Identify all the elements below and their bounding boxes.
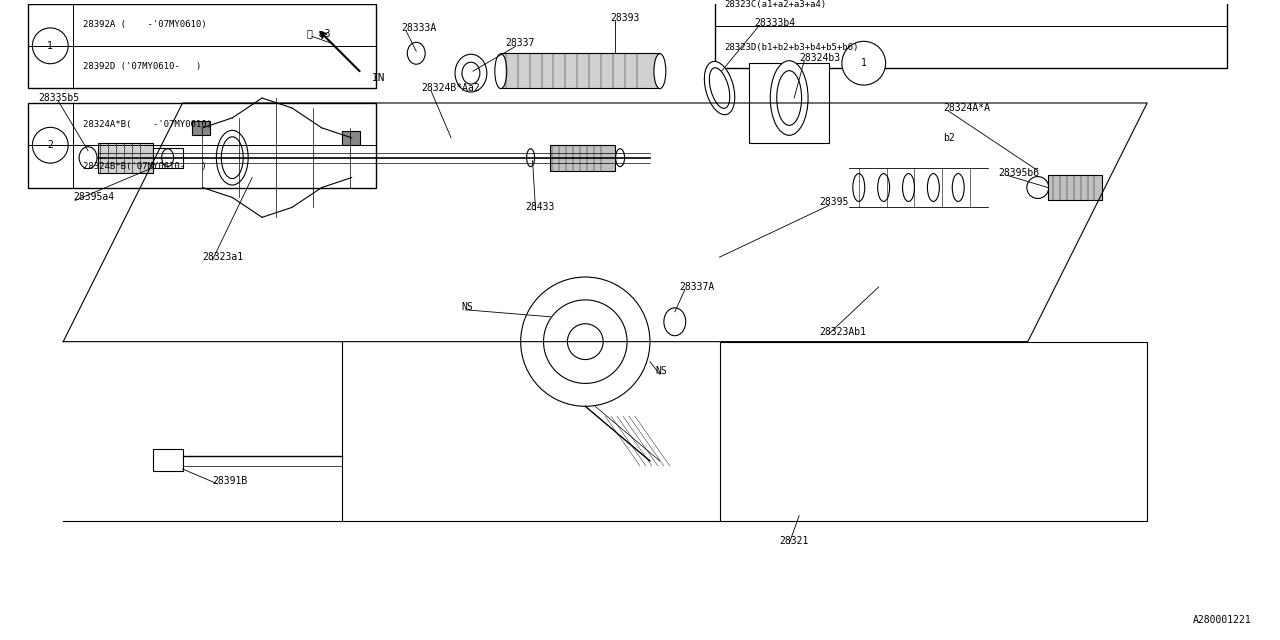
Text: 28333A: 28333A [402,24,436,33]
Ellipse shape [616,148,625,166]
Text: 28324B*Aa2: 28324B*Aa2 [421,83,480,93]
Circle shape [32,28,68,64]
Ellipse shape [902,173,914,202]
Text: b2: b2 [943,132,955,143]
Ellipse shape [654,54,666,88]
Text: 28333b4: 28333b4 [754,19,795,28]
Text: 28323Ab1: 28323Ab1 [819,326,867,337]
Text: A280001221: A280001221 [1193,615,1252,625]
Bar [28,4,376,88]
Ellipse shape [221,137,243,179]
Text: NS: NS [461,302,472,312]
Bar [1048,175,1102,200]
Bar [749,63,829,143]
Bar [99,143,152,173]
Ellipse shape [928,173,940,202]
Circle shape [842,42,886,85]
Text: 28324B*B('07MY0610-   ): 28324B*B('07MY0610- ) [83,162,207,171]
Text: 28337: 28337 [506,38,535,48]
Text: 28323a1: 28323a1 [202,252,243,262]
Ellipse shape [454,54,486,92]
Text: 28337A: 28337A [680,282,716,292]
Ellipse shape [462,62,480,84]
Text: 28324A*B(    -'07MY0610): 28324A*B( -'07MY0610) [83,120,212,129]
Bar [500,53,660,88]
Text: 28395b6: 28395b6 [998,168,1039,177]
Bar [550,145,616,171]
Text: 28392A (    -'07MY0610): 28392A ( -'07MY0610) [83,20,207,29]
Text: 1: 1 [47,41,54,51]
Ellipse shape [878,173,890,202]
Circle shape [567,324,603,360]
Ellipse shape [216,131,248,185]
Ellipse shape [161,148,174,166]
Text: 28391B: 28391B [212,476,247,486]
Text: 28395: 28395 [819,197,849,207]
Bar [342,131,360,145]
Circle shape [544,300,627,383]
Text: 28395a4: 28395a4 [73,193,114,202]
Ellipse shape [952,173,964,202]
Text: 28433: 28433 [526,202,556,212]
Bar [714,0,1226,68]
Bar [152,449,183,471]
Bar [152,148,183,168]
Text: IN: IN [371,73,385,83]
Ellipse shape [664,308,686,336]
Ellipse shape [771,61,808,135]
Text: 28335b5: 28335b5 [38,93,79,103]
Ellipse shape [709,68,730,108]
Text: 28324b3: 28324b3 [799,53,840,63]
Text: 28324A*A: 28324A*A [943,103,991,113]
Circle shape [32,127,68,163]
Ellipse shape [79,147,97,168]
Ellipse shape [495,54,507,88]
Circle shape [521,277,650,406]
Bar [192,121,210,135]
Text: 28392D ('07MY0610-   ): 28392D ('07MY0610- ) [83,63,201,72]
Bar [28,103,376,188]
Text: 28393: 28393 [611,13,640,24]
Ellipse shape [852,173,865,202]
Ellipse shape [407,42,425,64]
Ellipse shape [1027,177,1048,198]
Ellipse shape [777,70,801,125]
Text: 1: 1 [861,58,867,68]
Text: ② a3: ② a3 [307,28,330,38]
Ellipse shape [704,61,735,115]
Text: 28321: 28321 [780,536,809,545]
Text: 28323C(a1+a2+a3+a4): 28323C(a1+a2+a3+a4) [724,0,827,10]
Text: 2: 2 [47,140,54,150]
Text: 28323D(b1+b2+b3+b4+b5+b6): 28323D(b1+b2+b3+b4+b5+b6) [724,42,859,52]
Text: NS: NS [655,367,667,376]
Ellipse shape [526,148,535,166]
